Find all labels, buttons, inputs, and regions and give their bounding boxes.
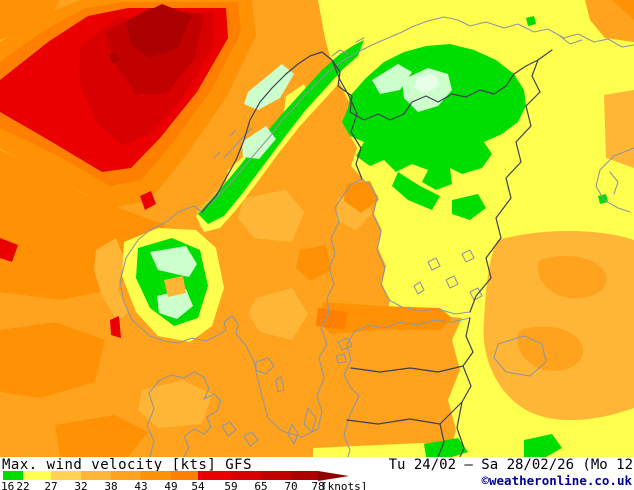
coastline-troms-islands bbox=[331, 35, 583, 57]
legend-segment bbox=[3, 471, 23, 480]
legend-segment bbox=[141, 471, 171, 480]
region-dkorange-ocean-south bbox=[0, 322, 105, 398]
scale-unit-label: [knots] bbox=[321, 480, 368, 490]
coastlines bbox=[119, 16, 634, 457]
legend-segment bbox=[111, 471, 141, 480]
region-palegreen-coast1 bbox=[244, 64, 294, 110]
legend-segment bbox=[261, 471, 291, 480]
region-orange-russia-patch1 bbox=[537, 256, 607, 299]
border-lithuania-belarus bbox=[437, 401, 465, 457]
region-ltorange-sw-coast bbox=[94, 238, 128, 322]
border-latvia-russia bbox=[461, 365, 472, 403]
region-orange-ne-corner bbox=[585, 0, 634, 42]
region-red-spot-coast bbox=[110, 316, 121, 338]
wind-velocity-map bbox=[0, 0, 634, 457]
border-estonia-latvia bbox=[350, 365, 464, 373]
region-dkorange-nw-corner bbox=[0, 0, 60, 40]
coastline-estonia bbox=[343, 317, 471, 457]
legend-segment bbox=[318, 471, 349, 481]
border-latvia-lithuania bbox=[346, 401, 463, 425]
border-norway-sweden-finland bbox=[201, 49, 553, 213]
region-orange-russia-patch2 bbox=[517, 326, 584, 371]
coastline-lofoten bbox=[213, 127, 253, 159]
color-scale: 16 22 27 32 38 43 49 54 59 65 70 78 bbox=[1, 471, 381, 490]
region-green-coast-ribbon bbox=[198, 40, 364, 224]
region-green-lapland-east bbox=[452, 194, 486, 220]
region-red-spot-west2 bbox=[140, 191, 156, 210]
region-green-bottom2 bbox=[524, 434, 562, 457]
region-palest-lapland bbox=[414, 73, 440, 93]
region-storm-core bbox=[126, 4, 192, 58]
border-sweden-finland bbox=[331, 59, 363, 180]
legend-segment bbox=[198, 471, 231, 480]
border-estonia-russia bbox=[462, 317, 474, 367]
region-ltorange-sweden1 bbox=[238, 190, 304, 242]
region-dkorange-bothnia-top bbox=[344, 181, 379, 213]
coastline-gotland bbox=[287, 407, 317, 445]
legend-tick: 49 bbox=[164, 480, 178, 490]
weather-map bbox=[0, 0, 634, 457]
coastline-danish-islands bbox=[221, 421, 259, 447]
region-ltorange-east-edge bbox=[604, 90, 634, 168]
legend-tick: 22 bbox=[16, 480, 30, 490]
legend-tick: 43 bbox=[134, 480, 148, 490]
region-ltorange-denmark bbox=[138, 380, 212, 428]
region-palegreen-coast2 bbox=[242, 126, 276, 159]
region-dkorange-ne-corner bbox=[612, 0, 634, 20]
legend-tick: 59 bbox=[224, 480, 238, 490]
coastline-white-sea bbox=[595, 147, 634, 213]
legend-tick: 70 bbox=[284, 480, 298, 490]
region-deeporange-gulf-finland bbox=[316, 308, 348, 330]
legend-segment bbox=[51, 471, 81, 480]
legend-tick: 65 bbox=[254, 480, 268, 490]
legend-tick: 27 bbox=[44, 480, 58, 490]
country-borders bbox=[201, 49, 553, 457]
legend-segment bbox=[171, 471, 198, 480]
region-green-lapland-tongue bbox=[392, 172, 440, 210]
legend-tick: 78 bbox=[311, 480, 325, 490]
coastline-baltic bbox=[149, 178, 471, 438]
legend-tick: 54 bbox=[191, 480, 205, 490]
region-sand-snorway bbox=[164, 276, 186, 297]
border-finland-russia bbox=[469, 59, 541, 313]
legend-tick: 32 bbox=[74, 480, 88, 490]
legend-segment bbox=[231, 471, 261, 480]
region-dkorange-ocean-sw bbox=[55, 415, 148, 457]
region-palegreen-snorway2 bbox=[157, 289, 193, 319]
coastline-finnish-lakes bbox=[413, 249, 483, 301]
region-red-spot-west1 bbox=[0, 238, 18, 262]
region-green-bottom1 bbox=[424, 438, 468, 457]
coastline-denmark bbox=[146, 371, 222, 457]
region-storm-core-dot bbox=[109, 52, 120, 63]
coastline-ladoga bbox=[493, 335, 547, 377]
region-dkorange-sweden bbox=[296, 245, 332, 281]
legend-bar: Max. wind velocity [kts] GFS Tu 24/02 — … bbox=[0, 457, 634, 490]
legend-segment bbox=[81, 471, 111, 480]
region-ltorange-sweden2 bbox=[248, 288, 308, 340]
region-dkorange-gulf-finland bbox=[318, 302, 452, 334]
legend-tick: 38 bbox=[104, 480, 118, 490]
region-palegreen-lapland1 bbox=[372, 64, 412, 94]
coastline-estonian-islands bbox=[335, 337, 353, 364]
legend-tick: 16 bbox=[1, 480, 15, 490]
copyright-notice: ©weatheronline.co.uk bbox=[481, 473, 632, 488]
coastline-norway bbox=[119, 16, 634, 337]
forecast-date-range: Tu 24/02 — Sa 28/02/26 (Mo 12 bbox=[388, 457, 633, 473]
region-yellow-baltics bbox=[313, 443, 452, 457]
region-palegreen-snorway1 bbox=[150, 246, 197, 277]
region-green-dot1 bbox=[526, 16, 536, 26]
legend-title: Max. wind velocity [kts] GFS bbox=[2, 457, 253, 473]
coastline-swedish-lakes bbox=[255, 357, 285, 393]
legend-segment bbox=[291, 471, 318, 480]
legend-segment bbox=[23, 471, 51, 480]
